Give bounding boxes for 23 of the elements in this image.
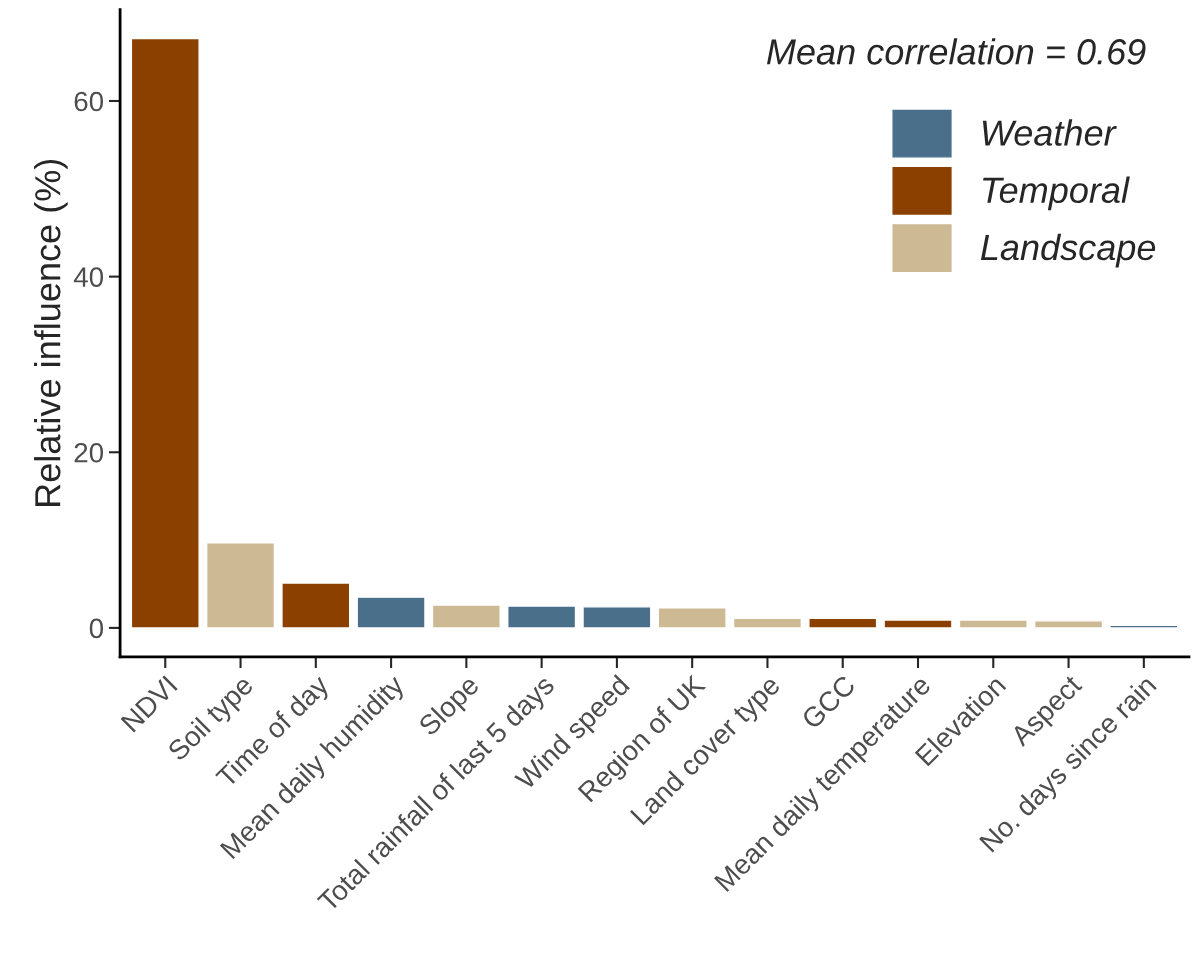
y-tick-label: 60 xyxy=(74,91,104,112)
bar xyxy=(431,604,501,629)
y-axis-title: Relative influence (%) xyxy=(34,159,68,506)
legend-label: Temporal xyxy=(983,176,1130,211)
bar xyxy=(1109,624,1179,629)
legend-label: Weather xyxy=(982,119,1117,146)
bar xyxy=(205,542,276,629)
bar xyxy=(883,619,953,629)
bar xyxy=(281,582,351,629)
bar xyxy=(1033,620,1104,629)
y-tick-label: 20 xyxy=(74,442,104,463)
annotation: Mean correlation = 0.69 xyxy=(766,38,1146,65)
bar xyxy=(582,606,652,629)
y-tick-label: 40 xyxy=(73,267,104,287)
bar xyxy=(130,37,200,629)
legend-label: Landscape xyxy=(980,233,1156,268)
bar xyxy=(732,617,803,629)
bar xyxy=(657,607,727,629)
y-tick-label: 0 xyxy=(89,618,104,639)
bar xyxy=(808,617,878,629)
bar xyxy=(356,596,426,629)
bar xyxy=(958,619,1028,629)
bar xyxy=(507,605,577,629)
